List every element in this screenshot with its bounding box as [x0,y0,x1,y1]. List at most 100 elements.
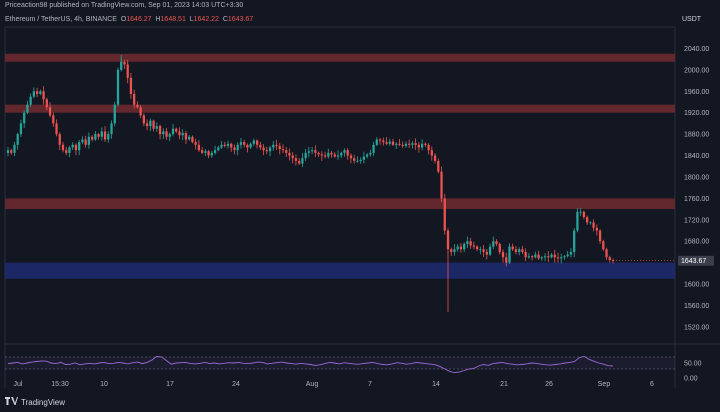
last-price-badge [678,255,714,266]
candle-body [343,150,346,153]
candle-body [81,139,84,143]
candle-body [469,241,472,246]
candle-body [246,144,249,148]
candle-body [35,91,39,94]
symbol-label: Ethereum / TetherUS, 4h, BINANCE [5,16,117,23]
candle-body [97,134,100,137]
candle-body [259,144,262,148]
candle-body [55,123,58,135]
candle-body [281,149,285,151]
candle-body [48,107,52,116]
time-tick-label: Sep [598,381,611,388]
candle-body [310,150,314,152]
candle-body [152,120,155,129]
candle-body [508,246,511,263]
price-tick-label: 1880.00 [684,132,709,139]
candle-body [16,134,19,145]
candle-body [550,254,553,258]
candle-body [340,152,343,156]
candle-body [265,150,268,152]
candle-body [327,152,330,157]
candle-body [492,241,495,247]
candle-body [433,155,437,161]
candle-body [230,143,233,148]
candle-body [534,254,537,258]
candle-body [330,152,333,155]
currency-label: USDT [682,16,702,23]
candle-body [362,156,366,160]
candle-body [582,211,586,218]
candle-body [450,249,453,252]
rsi-band [5,357,675,369]
candle-body [307,151,311,153]
candle-body [576,211,579,231]
candle-body [233,147,236,151]
candle-body [19,123,23,135]
candle-body [333,154,336,157]
candle-body [466,241,469,244]
candle-body [585,217,589,223]
candle-body [417,144,421,148]
price-tick-label: 1800.00 [684,174,709,181]
price-tick-label: 1680.00 [684,239,709,246]
candle-body [213,150,217,153]
candle-body [197,144,201,151]
price-tick-label: 1720.00 [684,217,709,224]
candle-body [401,144,404,146]
price-tick-label: 1920.00 [684,110,709,117]
candle-body [527,256,531,258]
candle-body [94,134,97,140]
candle-body [168,134,171,137]
candle-body [592,222,595,228]
candle-body [456,246,459,250]
candle-body [145,123,149,127]
candle-body [291,155,294,159]
candle-body [463,243,466,250]
time-tick-label: 24 [232,381,240,388]
candle-body [188,136,191,140]
time-tick-label: 17 [166,381,174,388]
candle-body [220,144,223,148]
candle-body [171,128,175,135]
last-price-label: 1643.67 [681,258,706,265]
candle-body [382,140,385,143]
price-tick-label: 1520.00 [684,324,709,331]
candle-body [511,246,514,250]
candle-body [482,249,485,252]
symbol-info: Ethereum / TetherUS, 4h, BINANCE O1646.2… [5,16,253,23]
candle-body [420,143,424,148]
candle-body [602,241,605,250]
candle-body [84,139,87,145]
candle-body [29,96,32,105]
candle-body [268,147,272,152]
candle-body [514,249,518,252]
candle-body [320,154,323,156]
candle-body [579,211,582,213]
tradingview-logo-icon [5,397,18,407]
candle-body [359,159,362,161]
candle-body [61,144,65,151]
candle-body [498,243,501,252]
candle-body [349,155,353,159]
candle-body [408,143,411,145]
candle-body [378,139,382,141]
candle-body [411,143,414,145]
candle-body [184,133,188,140]
candle-body [217,147,220,151]
candle-body [530,256,534,258]
candle-body [365,154,369,157]
candle-body [485,251,488,255]
candle-body [90,136,94,140]
time-tick-label: 14 [432,381,440,388]
candle-body [181,133,184,136]
high-label: H [155,16,161,23]
candle-body [301,158,304,164]
resistance-zone-0 [5,53,675,62]
candle-body [10,150,13,153]
candle-body [155,126,158,129]
candle-body [275,144,278,146]
support-zone-3 [5,262,675,279]
candle-body [385,142,388,144]
candle-body [598,230,602,242]
